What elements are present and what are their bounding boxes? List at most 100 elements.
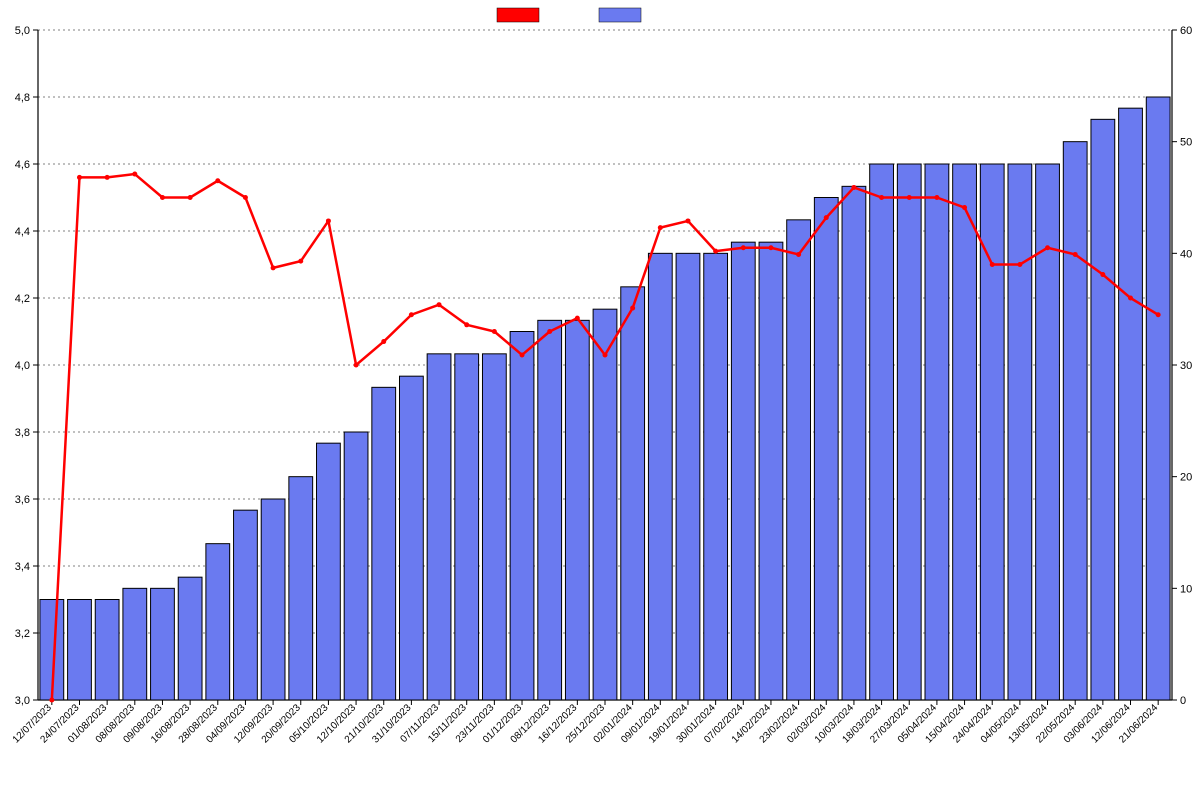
bar	[980, 164, 1004, 700]
bar	[1063, 142, 1087, 700]
line-marker	[603, 352, 608, 357]
line-marker	[1045, 245, 1050, 250]
line-marker	[824, 215, 829, 220]
line-marker	[188, 195, 193, 200]
left-tick-label: 3,2	[15, 628, 30, 640]
line-marker	[1100, 272, 1105, 277]
left-tick-label: 4,2	[15, 293, 30, 305]
bar	[897, 164, 921, 700]
right-tick-label: 30	[1180, 360, 1192, 372]
bar	[814, 198, 838, 701]
line-marker	[1128, 296, 1133, 301]
bar	[676, 253, 700, 700]
line-marker	[520, 352, 525, 357]
bar	[1036, 164, 1060, 700]
left-tick-label: 4,8	[15, 92, 30, 104]
line-marker	[934, 195, 939, 200]
bar	[870, 164, 894, 700]
right-tick-label: 50	[1180, 137, 1192, 149]
bar	[151, 588, 175, 700]
bar	[787, 220, 811, 700]
legend-swatch	[599, 8, 641, 22]
bar	[593, 309, 617, 700]
bar	[206, 544, 230, 700]
bar	[759, 242, 783, 700]
bar	[510, 332, 534, 701]
line-marker	[796, 252, 801, 257]
bar	[178, 577, 202, 700]
line-marker	[990, 262, 995, 267]
line-marker	[243, 195, 248, 200]
bar	[427, 354, 451, 700]
bar	[234, 510, 258, 700]
line-marker	[1073, 252, 1078, 257]
bar	[289, 477, 313, 700]
left-tick-label: 4,0	[15, 360, 30, 372]
left-tick-label: 4,4	[15, 226, 30, 238]
bar	[95, 600, 119, 701]
line-marker	[77, 175, 82, 180]
line-marker	[741, 245, 746, 250]
bar	[621, 287, 645, 700]
line-marker	[962, 205, 967, 210]
bar	[648, 253, 672, 700]
line-marker	[879, 195, 884, 200]
left-tick-label: 3,6	[15, 494, 30, 506]
right-tick-label: 40	[1180, 248, 1192, 260]
bar	[925, 164, 949, 700]
line-marker	[298, 259, 303, 264]
line-marker	[49, 698, 54, 703]
line-marker	[464, 322, 469, 327]
chart-canvas: 3,03,23,43,63,84,04,24,44,64,85,00102030…	[0, 0, 1200, 800]
line-marker	[160, 195, 165, 200]
bar	[317, 443, 341, 700]
line-marker	[437, 302, 442, 307]
bar	[1119, 108, 1143, 700]
bar	[731, 242, 755, 700]
combo-chart: 3,03,23,43,63,84,04,24,44,64,85,00102030…	[0, 0, 1200, 800]
bar	[372, 387, 396, 700]
line-marker	[547, 329, 552, 334]
bar	[565, 320, 589, 700]
right-tick-label: 20	[1180, 472, 1192, 484]
line-marker	[658, 225, 663, 230]
right-tick-label: 10	[1180, 583, 1192, 595]
bar	[482, 354, 506, 700]
line-marker	[271, 265, 276, 270]
left-tick-label: 4,6	[15, 159, 30, 171]
bar	[399, 376, 423, 700]
bar	[538, 320, 562, 700]
bar	[842, 186, 866, 700]
line-marker	[354, 363, 359, 368]
bar	[261, 499, 285, 700]
left-tick-label: 3,4	[15, 561, 30, 573]
line-marker	[326, 218, 331, 223]
left-tick-label: 5,0	[15, 25, 30, 37]
line-marker	[105, 175, 110, 180]
bar	[1008, 164, 1032, 700]
left-tick-label: 3,8	[15, 427, 30, 439]
line-marker	[1156, 312, 1161, 317]
line-marker	[713, 249, 718, 254]
bar	[1091, 119, 1115, 700]
line-marker	[851, 185, 856, 190]
line-marker	[381, 339, 386, 344]
line-marker	[575, 316, 580, 321]
legend-swatch	[497, 8, 539, 22]
line-marker	[409, 312, 414, 317]
line-marker	[215, 178, 220, 183]
line-marker	[685, 218, 690, 223]
line-marker	[132, 172, 137, 177]
bar	[68, 600, 92, 701]
line-marker	[492, 329, 497, 334]
line-marker	[768, 245, 773, 250]
line-marker	[630, 306, 635, 311]
bar	[953, 164, 977, 700]
bar	[344, 432, 368, 700]
bar	[1146, 97, 1170, 700]
bar	[704, 253, 728, 700]
bar	[455, 354, 479, 700]
line-marker	[907, 195, 912, 200]
bar	[123, 588, 147, 700]
right-tick-label: 60	[1180, 25, 1192, 37]
